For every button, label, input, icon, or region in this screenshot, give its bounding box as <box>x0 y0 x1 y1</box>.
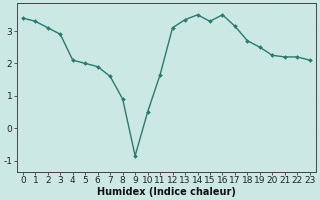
X-axis label: Humidex (Indice chaleur): Humidex (Indice chaleur) <box>97 187 236 197</box>
